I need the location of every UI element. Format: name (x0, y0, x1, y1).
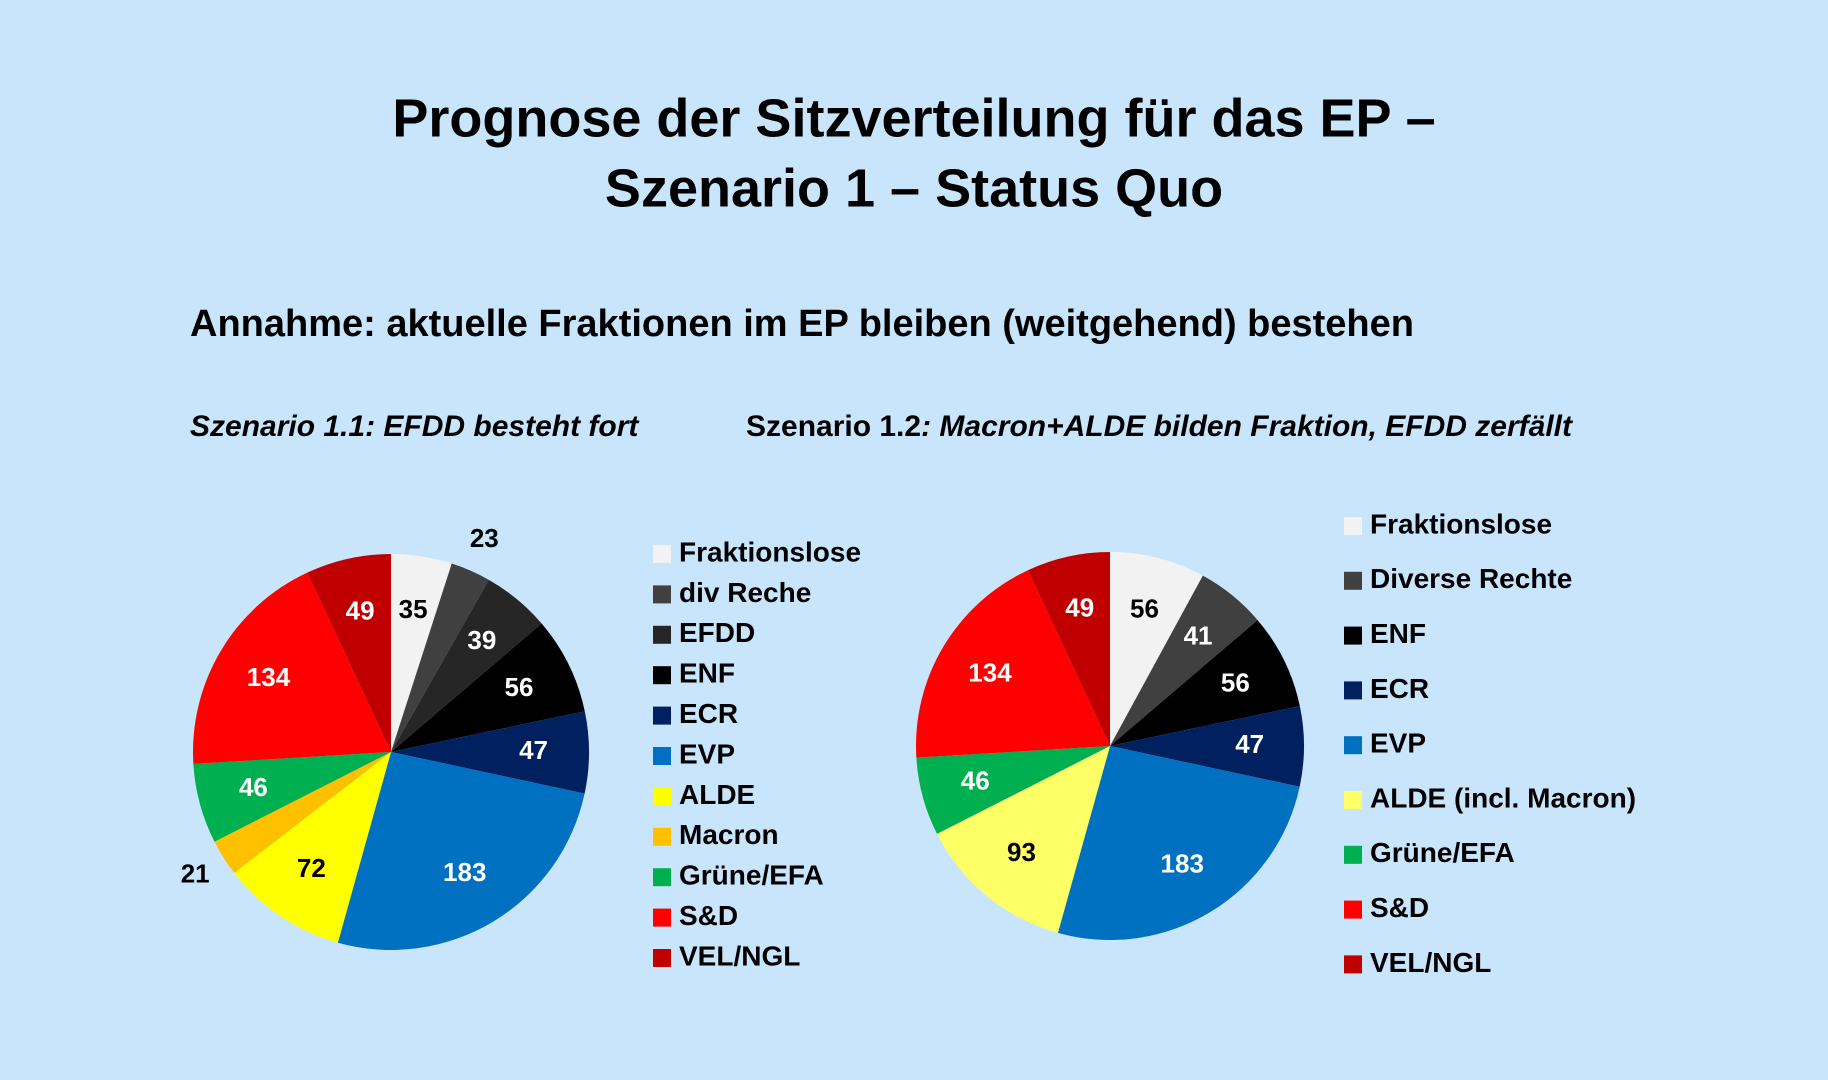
slice-label: 49 (346, 596, 375, 626)
pie-slice (214, 752, 391, 873)
slice-label: 47 (519, 735, 548, 765)
scenario-title-part: : Macron+ALDE bilden Fraktion, EFDD zerf… (921, 410, 1574, 443)
legend-label: ECR (679, 698, 738, 729)
legend-swatch (1344, 845, 1362, 864)
legend-swatch (1344, 571, 1362, 590)
legend-label: Grüne/EFA (679, 860, 824, 891)
legend-label: Grüne/EFA (1370, 837, 1515, 868)
slice-label: 93 (1007, 837, 1036, 867)
slice-label: 56 (504, 672, 533, 702)
pie-slice (391, 711, 589, 794)
slice-label: 56 (1130, 594, 1159, 624)
legend-label: S&D (679, 900, 738, 931)
legend-label: Macron (679, 819, 779, 850)
slice-label: 134 (247, 662, 291, 692)
legend-swatch (653, 868, 671, 887)
slice-label: 23 (470, 523, 499, 553)
legend-swatch (1344, 517, 1362, 535)
slice-label: 47 (1235, 729, 1264, 759)
slice-label: 56 (1221, 667, 1250, 697)
legend-swatch (653, 827, 671, 846)
legend-label: EVP (679, 738, 735, 769)
pie-slice (1110, 706, 1304, 787)
legend-swatch (1344, 791, 1362, 809)
assumption: Annahme: aktuelle Fraktionen im EP bleib… (190, 303, 1414, 345)
slice-label: 183 (443, 857, 486, 887)
legend-label: Fraktionslose (679, 536, 861, 567)
legend-label: VEL/NGL (679, 940, 800, 971)
pie-slice (391, 554, 452, 752)
legend-label: EFDD (679, 617, 755, 648)
slice-label: 39 (467, 625, 496, 655)
legend-label: Diverse Rechte (1370, 563, 1572, 594)
pie-slice (937, 746, 1110, 933)
legend-label: ALDE (incl. Macron) (1370, 782, 1636, 813)
pie-slice (1110, 552, 1203, 746)
slice-label: 49 (1065, 593, 1094, 623)
legend-swatch (1344, 900, 1362, 919)
legend-swatch (653, 949, 671, 967)
slice-label: 134 (968, 657, 1012, 687)
pie-slice (916, 746, 1110, 834)
slice-label: 46 (961, 765, 990, 795)
legend-swatch (1344, 955, 1362, 974)
pie-slice (391, 563, 489, 752)
legend-label: EVP (1370, 728, 1426, 759)
legend-swatch (653, 706, 671, 725)
legend-label: ECR (1370, 673, 1429, 704)
legend-label: ALDE (679, 779, 755, 810)
pie-slice (391, 623, 585, 752)
legend-label: S&D (1370, 892, 1429, 923)
legend-swatch (653, 908, 671, 927)
pie-slice (193, 572, 391, 764)
pie-slice (1057, 746, 1300, 940)
pie-slice (337, 752, 585, 951)
scenario-title-part: Szenario 1.1: EFDD besteht fort (190, 410, 640, 443)
legend-swatch (653, 787, 671, 806)
pie-slice (915, 570, 1110, 758)
pie-slice (307, 554, 391, 752)
slice-label: 21 (181, 859, 210, 889)
legend-swatch (653, 747, 671, 765)
pie-slice (391, 579, 542, 752)
slice-label: 72 (297, 853, 326, 883)
legend-label: ENF (679, 658, 735, 689)
slice-label: 183 (1161, 848, 1204, 878)
title-line: Szenario 1 – Status Quo (605, 158, 1223, 218)
legend-swatch (1344, 736, 1362, 755)
legend-swatch (653, 666, 671, 685)
pie-slice (234, 752, 391, 943)
legend-label: ENF (1370, 618, 1426, 649)
legend-swatch (653, 585, 671, 604)
slice-label: 41 (1184, 620, 1213, 650)
legend-swatch (1344, 681, 1362, 700)
legend-swatch (1344, 626, 1362, 645)
pie-slice (193, 752, 391, 842)
legend-swatch (653, 625, 671, 644)
pie-slice (1110, 620, 1300, 746)
legend-label: VEL/NGL (1370, 947, 1491, 978)
pie-slice (1110, 575, 1258, 746)
legend-label: Fraktionslose (1370, 508, 1552, 539)
slice-label: 46 (239, 772, 268, 802)
slice-label: 35 (399, 594, 428, 624)
legend-swatch (653, 545, 671, 563)
scenario-title: Szenario 1.1: EFDD besteht fort (190, 410, 640, 443)
scenario-title: Szenario 1.2: Macron+ALDE bilden Fraktio… (746, 410, 1574, 443)
title-line: Prognose der Sitzverteilung für das EP – (392, 88, 1435, 148)
scenario-title-part: Szenario 1.2 (746, 410, 921, 443)
legend-label: div Reche (679, 577, 811, 608)
pie-slice (1027, 552, 1110, 746)
